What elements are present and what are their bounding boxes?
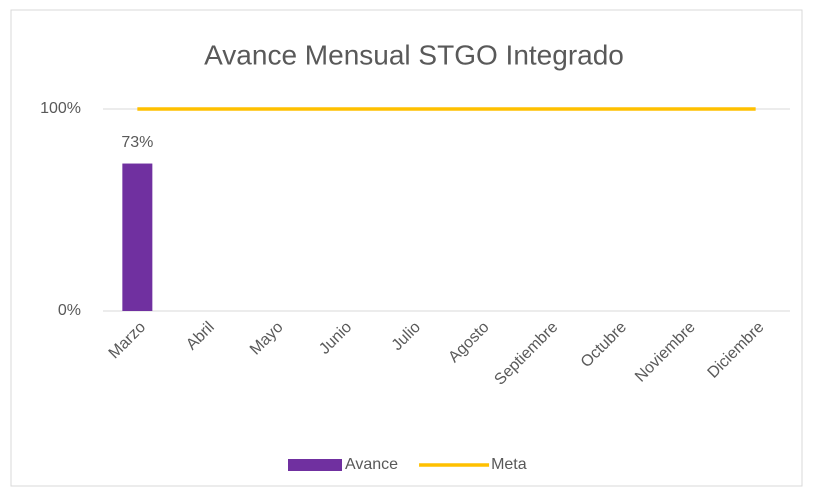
y-tick-label: 100%	[40, 100, 81, 117]
y-tick-label: 0%	[58, 302, 81, 319]
legend-label: Meta	[491, 456, 527, 473]
chart-title: Avance Mensual STGO Integrado	[204, 39, 624, 70]
bar	[122, 163, 153, 311]
data-label: 73%	[121, 134, 153, 151]
legend-label: Avance	[345, 456, 398, 473]
legend-swatch	[288, 459, 342, 471]
